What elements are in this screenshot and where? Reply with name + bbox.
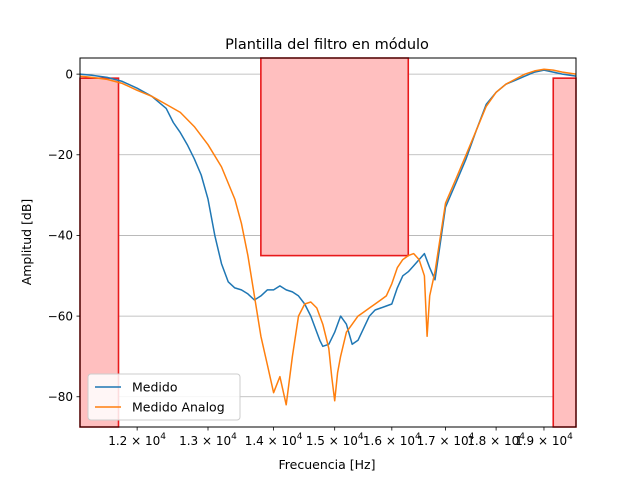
x-axis: 1.2 × 104 1.3 × 104 1.4 × 104 1.5 × 104 1.6 … <box>108 427 573 448</box>
chart-title: Plantilla del filtro en módulo <box>225 37 429 53</box>
y-tick-label-1: −20 <box>48 148 73 162</box>
x-tick-label-4: 1.6 × 104 <box>363 432 421 448</box>
x-axis-label: Frecuencia [Hz] <box>279 457 376 472</box>
y-tick-label-4: −80 <box>48 390 73 404</box>
template-region-1 <box>260 57 410 257</box>
x-tick-label-3: 1.5 × 104 <box>306 432 364 448</box>
y-axis-label: Amplitud [dB] <box>19 199 34 286</box>
x-tick-label-5: 1.7 × 104 <box>417 432 475 448</box>
legend-label-1: Medido Analog <box>132 400 225 415</box>
y-tick-label-0: 0 <box>65 67 73 81</box>
template-region-2 <box>552 77 577 428</box>
legend-label-0: Medido <box>132 380 177 395</box>
y-tick-label-2: −40 <box>48 229 73 243</box>
y-tick-label-3: −60 <box>48 309 73 323</box>
series-line-0 <box>79 69 577 348</box>
series-line-1 <box>79 68 577 406</box>
series-lines <box>79 68 577 406</box>
x-tick-label-6: 1.8 × 104 <box>467 432 525 448</box>
x-tick-label-1: 1.3 × 104 <box>179 432 237 448</box>
legend-box <box>87 373 241 421</box>
y-axis: 0 −20 −40 −60 −80 <box>48 67 80 404</box>
legend: Medido Medido Analog <box>87 373 241 421</box>
x-tick-label-0: 1.2 × 104 <box>108 432 166 448</box>
x-tick-label-2: 1.4 × 104 <box>245 432 303 448</box>
plot-frame <box>79 57 577 428</box>
x-tick-label-7: 1.9 × 104 <box>515 432 573 448</box>
